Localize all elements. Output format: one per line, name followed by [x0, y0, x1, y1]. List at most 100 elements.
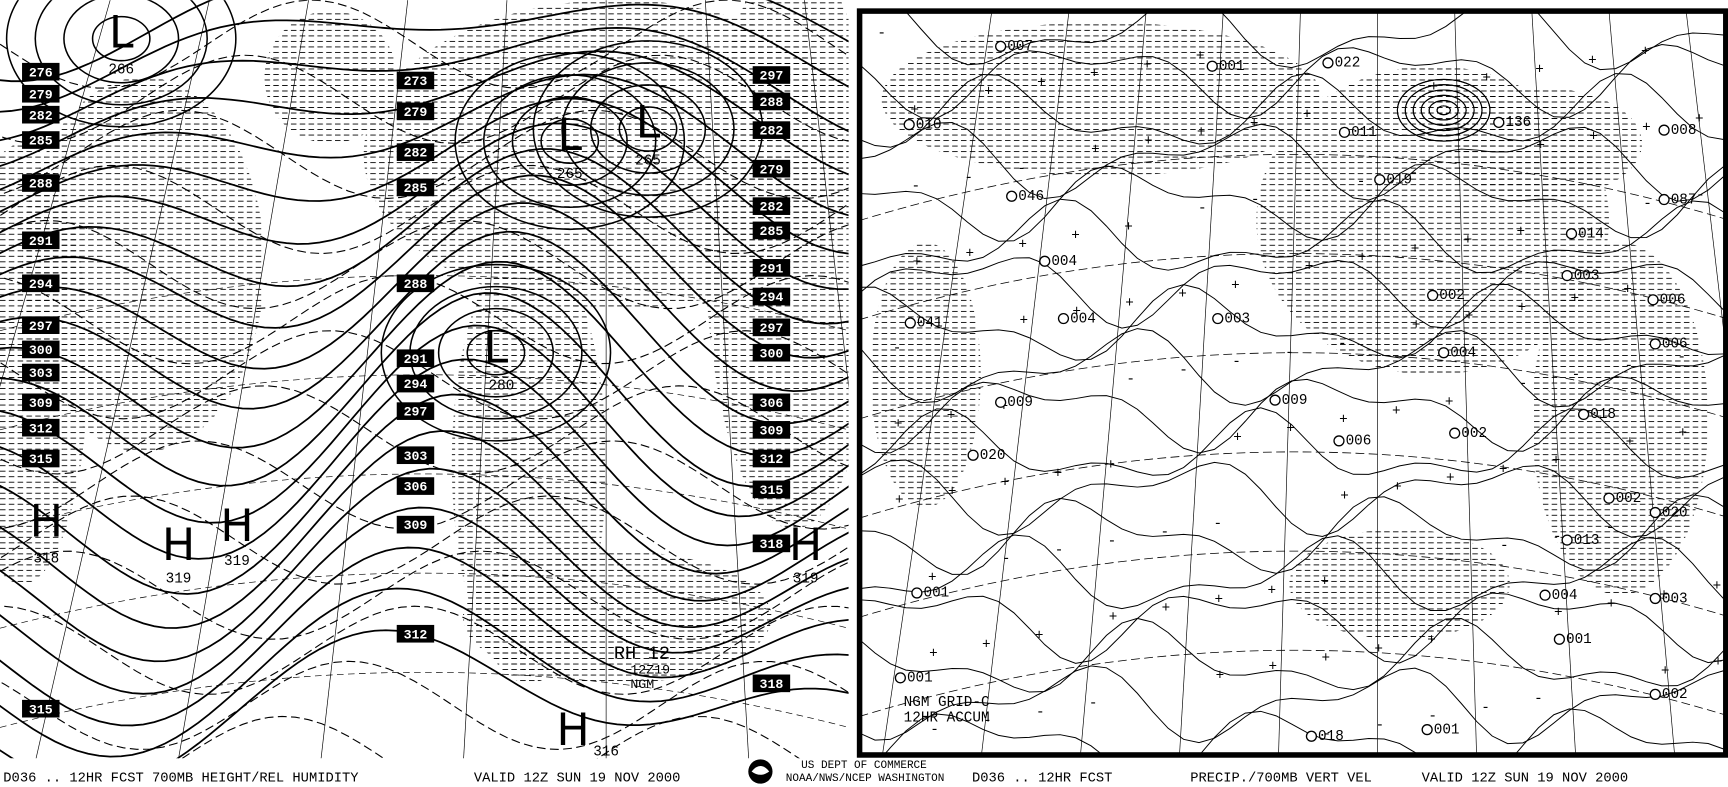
vv-sign: +	[1286, 422, 1295, 438]
vv-sign: +	[1536, 138, 1545, 154]
lat-lon-grid	[981, 13, 1070, 753]
precip-label: 003	[1574, 268, 1600, 284]
height-label: 312	[760, 452, 784, 467]
lat-lon-grid	[0, 374, 849, 431]
height-label-box	[22, 699, 60, 718]
vv-sign: -	[1055, 543, 1064, 559]
height-label-box	[22, 393, 60, 412]
center-symbol: L	[484, 323, 509, 374]
humidity-contour	[181, 715, 800, 759]
center-value: 319	[793, 571, 819, 587]
precip-contour	[1420, 94, 1467, 126]
vv-sign: +	[1107, 458, 1116, 474]
vv-sign: +	[928, 570, 937, 586]
vertical-velocity-contour	[861, 665, 1724, 745]
vv-sign: +	[1713, 579, 1722, 595]
height-contour	[0, 393, 849, 595]
vv-sign: +	[1517, 224, 1526, 240]
precip-marker	[903, 118, 915, 131]
height-contour	[466, 329, 526, 376]
lat-lon-grid	[35, 0, 210, 759]
height-label-box	[752, 159, 791, 178]
precip-contour	[1428, 100, 1459, 121]
footer-subject: PRECIP./700MB VERT VEL	[1190, 771, 1372, 787]
height-contour	[0, 324, 849, 524]
vv-sign: -	[1375, 718, 1384, 734]
vv-sign: +	[1535, 62, 1544, 78]
vv-sign: -	[1696, 188, 1705, 204]
vv-sign: +	[1607, 597, 1616, 613]
precip-hatch	[870, 242, 981, 508]
lat-lon-grid	[804, 0, 849, 389]
precip-contour	[1412, 89, 1475, 132]
height-contour	[0, 73, 849, 217]
vv-sign: -	[1036, 705, 1045, 721]
humidity-contour	[0, 219, 849, 310]
vertical-velocity-contour	[861, 328, 1724, 408]
height-contour	[0, 430, 849, 629]
vv-sign: +	[948, 484, 957, 500]
lat-lon-grid	[1686, 13, 1724, 333]
vertical-velocity-contour	[861, 283, 1724, 361]
height-label: 315	[29, 702, 53, 717]
vv-sign: +	[1090, 67, 1099, 83]
precip-marker	[1374, 174, 1386, 186]
vv-sign: +	[1072, 305, 1081, 321]
vv-sign: -	[1410, 166, 1419, 182]
center-value: 319	[166, 571, 192, 587]
vv-sign: +	[1321, 651, 1330, 667]
precip-marker	[1578, 408, 1590, 421]
center-value: 316	[593, 744, 619, 760]
height-label-box	[22, 174, 60, 192]
precip-label: 019	[1386, 172, 1412, 188]
height-label-box	[752, 449, 791, 468]
height-label: 306	[760, 396, 784, 411]
vv-sign: +	[1427, 633, 1436, 649]
vv-sign: +	[1091, 143, 1100, 159]
precip-marker	[1322, 57, 1334, 69]
height-label: 285	[760, 224, 784, 239]
vv-sign: -	[930, 722, 939, 738]
vv-sign: +	[1197, 125, 1206, 141]
precip-label: 009	[1007, 395, 1033, 411]
precip-marker	[1539, 589, 1551, 601]
height-label-box	[752, 66, 791, 84]
humidity-contour	[0, 605, 849, 695]
center-symbol: H	[556, 705, 589, 756]
precip-label: 004	[1552, 588, 1578, 604]
height-label: 288	[404, 277, 428, 292]
vertical-velocity-contour	[885, 708, 1724, 753]
vv-sign: +	[1499, 462, 1508, 478]
vv-sign: -	[1198, 201, 1207, 217]
height-label-box	[22, 363, 60, 382]
lat-lon-grid	[1608, 13, 1675, 753]
lat-lon-grid	[0, 275, 849, 332]
height-contour	[0, 292, 849, 488]
humidity-contour	[0, 164, 849, 255]
humidity-contour	[0, 109, 849, 199]
vv-sign: -	[1500, 538, 1509, 554]
precip-marker	[1493, 116, 1505, 129]
height-label-box	[752, 393, 791, 412]
height-label: 312	[29, 421, 53, 436]
footer: D036 .. 12HR FCST 700MB HEIGHT/REL HUMID…	[3, 759, 1628, 787]
height-label-box	[396, 624, 435, 643]
precip-marker	[1649, 688, 1661, 700]
height-contour	[0, 3, 849, 113]
height-contour	[0, 467, 849, 663]
precip-marker	[1603, 492, 1615, 504]
precip-label: 010	[916, 117, 942, 133]
vv-sign: -	[877, 26, 886, 42]
precip-label: 009	[1282, 393, 1308, 409]
precip-marker	[1561, 269, 1573, 282]
precip-marker	[904, 317, 916, 329]
vv-sign: -	[1606, 521, 1615, 537]
humidity-contour	[0, 660, 849, 751]
height-label-box	[396, 374, 435, 393]
lat-lon-grid	[0, 473, 849, 530]
height-contour	[618, 106, 678, 152]
height-label: 291	[29, 234, 53, 249]
vv-sign: +	[1162, 601, 1171, 617]
precip-label: 002	[1461, 426, 1487, 442]
precip-marker	[1438, 347, 1450, 359]
